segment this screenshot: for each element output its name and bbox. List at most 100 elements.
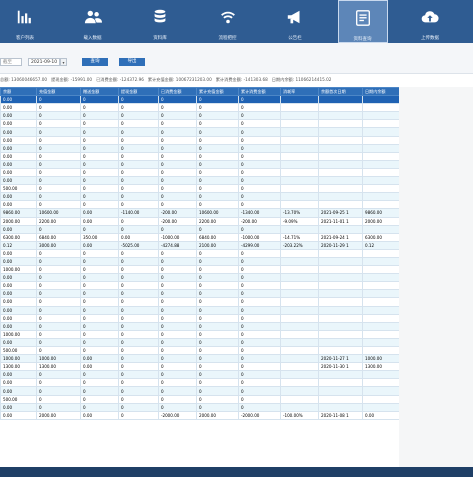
- table-row[interactable]: 0.00 0 0 0 0 0 0: [0, 313, 400, 323]
- table-row[interactable]: 0.00 0 0 0 0 0 0: [0, 151, 400, 161]
- table-cell: 0: [80, 135, 119, 145]
- table-cell: 0: [118, 151, 159, 161]
- table-row[interactable]: 0.00 0 0 0 0 0 0: [0, 402, 400, 412]
- table-cell: 0: [80, 127, 119, 137]
- table-cell: 0: [196, 135, 239, 145]
- query-button[interactable]: 查询: [82, 58, 108, 66]
- table-row[interactable]: 0.00 0 0 0 0 0 0: [0, 297, 400, 307]
- table-cell: 0: [196, 103, 239, 113]
- table-cell: 0: [80, 192, 119, 202]
- table-cell: 0: [80, 200, 119, 210]
- date-from-field[interactable]: 截至: [0, 58, 22, 66]
- table-row[interactable]: 0.00 0 0 0 0 0 0: [0, 321, 400, 331]
- table-cell: 0: [158, 289, 197, 299]
- table-row[interactable]: 0.00 0 0 0 0 0 0: [0, 305, 400, 315]
- nav-item-signal[interactable]: 流程把控: [203, 0, 253, 43]
- column-header[interactable]: 累计消费金额: [238, 87, 281, 97]
- table-cell: 0: [238, 378, 281, 388]
- table-cell: 0: [238, 321, 281, 331]
- date-picker-icon[interactable]: ▾: [60, 58, 67, 66]
- table-cell: 0: [36, 345, 81, 356]
- nav-item-database[interactable]: 资料库: [135, 0, 185, 43]
- table-cell: -9.09%: [280, 216, 319, 226]
- table-row[interactable]: 0.00 0 0 0 0 0 0: [0, 192, 400, 202]
- table-row[interactable]: 0.00 0 0 0 0 0 0: [0, 256, 400, 267]
- table-cell: 2020-11-29 1: [318, 240, 363, 250]
- nav-item-megaphone[interactable]: 公告栏: [270, 0, 320, 43]
- table-row[interactable]: 0.00 0 0 0 0 0 0: [0, 103, 400, 113]
- table-cell: 1300.00: [362, 362, 400, 372]
- table-row[interactable]: 0.00 0 0 0 0 0 0: [0, 386, 400, 396]
- column-header[interactable]: 充值金额: [36, 87, 81, 97]
- table-cell: 0: [36, 143, 81, 153]
- table-cell: 0: [196, 370, 239, 380]
- export-button[interactable]: 导出: [119, 58, 145, 66]
- column-header[interactable]: 余额首次日期: [318, 87, 363, 97]
- table-row[interactable]: 500.00 0 0 0 0 0 0: [0, 184, 400, 194]
- table-row[interactable]: 0.00 2000.00 0.00 0 -2000.00 2000.00 -2000.00-…: [0, 410, 400, 420]
- table-row[interactable]: 1000.00 0 0 0 0 0 0: [0, 265, 400, 275]
- table-row[interactable]: 0.00 0 0 0 0 0 0: [0, 281, 400, 291]
- table-cell: 10600.00: [36, 208, 81, 218]
- table-row[interactable]: 0.00 0 0 0 0 0 0: [0, 378, 400, 388]
- table-row[interactable]: 0.00 0 0 0 0 0 0: [0, 370, 400, 380]
- table-cell: 0: [118, 337, 159, 348]
- column-header[interactable]: 提现金额: [118, 87, 159, 97]
- table-row[interactable]: 0.00 0 0 0 0 0 0: [0, 248, 400, 258]
- table-cell: 0: [118, 321, 159, 331]
- table-row[interactable]: 0.00 0 0 0 0 0 0: [0, 224, 400, 234]
- table-cell: 0: [80, 95, 119, 105]
- table-row[interactable]: 9860.00 10600.00 0.00 -1140.00 -200.00 10600.…: [0, 208, 400, 218]
- table-cell: [280, 176, 319, 186]
- table-row[interactable]: 0.00 0 0 0 0 0 0: [0, 135, 400, 145]
- table-cell: 0: [238, 248, 281, 258]
- table-row[interactable]: 1000.00 0 0 0 0 0 0: [0, 329, 400, 339]
- table-cell: 0: [196, 224, 239, 234]
- table-cell: 0: [238, 265, 281, 275]
- table-row[interactable]: 2000.00 2200.00 0.00 0 -200.00 2200.00 -200.00…: [0, 216, 400, 226]
- summary-item: 已消费金额: -124372.96: [96, 77, 144, 82]
- table-row[interactable]: 0.00 0 0 0 0 0 0: [0, 176, 400, 186]
- table-row[interactable]: 0.12 3000.00 0.00 -5025.00 -4274.88 2100.00 -4…: [0, 240, 400, 250]
- column-header[interactable]: 已消费金额: [158, 87, 197, 97]
- table-cell: 2021-09-24 1: [318, 232, 363, 242]
- table-row[interactable]: 500.00 0 0 0 0 0 0: [0, 345, 400, 356]
- table-row[interactable]: 1300.00 1300.00 0.00 0 0 0 0 2020-11-30 1 1300.0…: [0, 362, 400, 372]
- table-cell: 0.00: [0, 224, 37, 234]
- table-row[interactable]: 0.00 0 0 0 0 0 0: [0, 289, 400, 299]
- table-row[interactable]: 0.00 0 0 0 0 0 0: [0, 200, 400, 210]
- table-row[interactable]: 0.00 0 0 0 0 0 0: [0, 119, 400, 129]
- column-header[interactable]: 消耗率: [280, 87, 319, 97]
- column-header[interactable]: 日期内余额: [362, 87, 400, 97]
- table-cell: 0.00: [0, 103, 37, 113]
- data-table-container: 余额 充值金额 赠送金额 提现金额 已消费金额 累计充值金额 累计消费金额 消耗率 余额首次日期…: [0, 87, 473, 467]
- table-row[interactable]: 0.00 0 0 0 0 0 0: [0, 159, 400, 169]
- column-header[interactable]: 赠送金额: [80, 87, 119, 97]
- table-cell: 0: [80, 289, 119, 299]
- table-row[interactable]: 0.00 0 0 0 0 0 0: [0, 111, 400, 121]
- table-row[interactable]: 0.00 0 0 0 0 0 0: [0, 273, 400, 283]
- nav-item-document[interactable]: 资料查询: [337, 0, 388, 43]
- column-header[interactable]: 累计充值金额: [196, 87, 239, 97]
- table-row[interactable]: 1000.00 1000.00 0.00 0 0 0 0 2020-11-27 1 1000.0…: [0, 354, 400, 364]
- column-header[interactable]: 余额: [0, 87, 37, 97]
- table-cell: [318, 127, 363, 137]
- table-row[interactable]: 0.00 0 0 0 0 0 0: [0, 143, 400, 153]
- table-row[interactable]: 0.00 0 0 0 0 0 0: [0, 127, 400, 137]
- table-cell: 2200.00: [196, 216, 239, 226]
- nav-item-bar-chart[interactable]: 客户列表: [0, 0, 50, 43]
- table-cell: 0: [158, 176, 197, 186]
- table-cell: 0: [158, 378, 197, 388]
- table-cell: 2020-11-30 1: [318, 362, 363, 372]
- table-row[interactable]: 0.00 0 0 0 0 0 0: [0, 337, 400, 348]
- nav-item-cloud-upload[interactable]: 上传数据: [405, 0, 455, 43]
- table-cell: 0.00: [0, 192, 37, 202]
- table-cell: 2020-11-27 1: [318, 354, 363, 364]
- table-cell: [280, 184, 319, 194]
- table-row[interactable]: 500.00 0 0 0 0 0 0: [0, 394, 400, 404]
- table-row[interactable]: 0.00 0 0 0 0 0 0: [0, 167, 400, 178]
- date-to-field[interactable]: 2021-09-10: [28, 58, 60, 66]
- table-row[interactable]: 6300.00 6840.00 350.00 0.00 -1000.00 6840.00-…: [0, 232, 400, 242]
- nav-item-users[interactable]: 载入数据: [68, 0, 118, 43]
- table-row[interactable]: 0.00 0 0 0 0 0 0: [0, 95, 400, 105]
